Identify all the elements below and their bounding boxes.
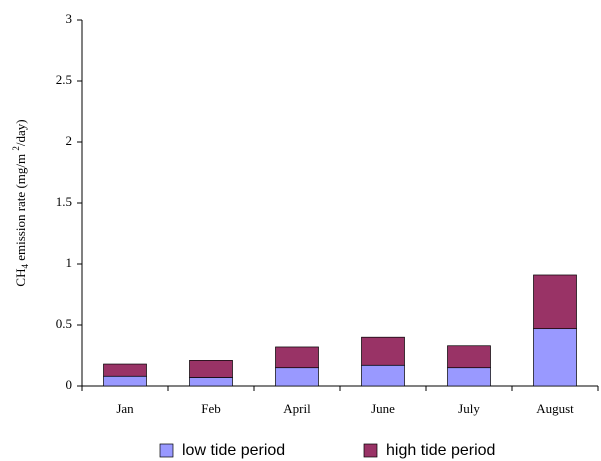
bar-segment (447, 345, 491, 369)
x-tick-label: June (371, 401, 395, 416)
y-tick-label: 1.5 (56, 194, 72, 209)
y-tick-label: 2.5 (56, 72, 72, 87)
y-tick-label: 1 (66, 255, 73, 270)
legend-label: high tide period (386, 442, 495, 459)
bar-segment (361, 364, 405, 387)
bar-segment (275, 367, 319, 387)
legend: low tide period high tide period (159, 442, 495, 459)
bar-segment (361, 336, 405, 366)
bar-segment (275, 346, 319, 369)
y-label-part: CH (13, 269, 28, 287)
bar-segment (103, 375, 147, 387)
y-label-sup: 2 (11, 146, 21, 151)
bar-segment (533, 274, 577, 330)
y-tick-label: 0.5 (56, 316, 72, 331)
legend-swatch (159, 443, 174, 458)
bar-segment (189, 360, 233, 378)
bar-segment (533, 328, 577, 387)
y-label-part: emission rate (mg/m (13, 151, 28, 264)
x-tick-label: Feb (201, 401, 221, 416)
bar-segment (447, 367, 491, 387)
legend-label: low tide period (182, 442, 285, 459)
y-label-part: /day) (13, 119, 28, 146)
legend-swatch (363, 443, 378, 458)
x-tick-label: April (283, 401, 311, 416)
y-tick-label: 3 (66, 11, 73, 26)
y-axis-label: CH4 emission rate (mg/m 2/day) (11, 119, 30, 286)
y-tick-label: 0 (66, 377, 73, 392)
bar-segment (103, 363, 147, 377)
x-tick-label: Jan (116, 401, 134, 416)
bar-segment (189, 377, 233, 387)
y-label-sub: 4 (20, 264, 30, 269)
y-tick-label: 2 (66, 133, 73, 148)
x-tick-label: August (536, 401, 574, 416)
x-tick-label: July (458, 401, 480, 416)
